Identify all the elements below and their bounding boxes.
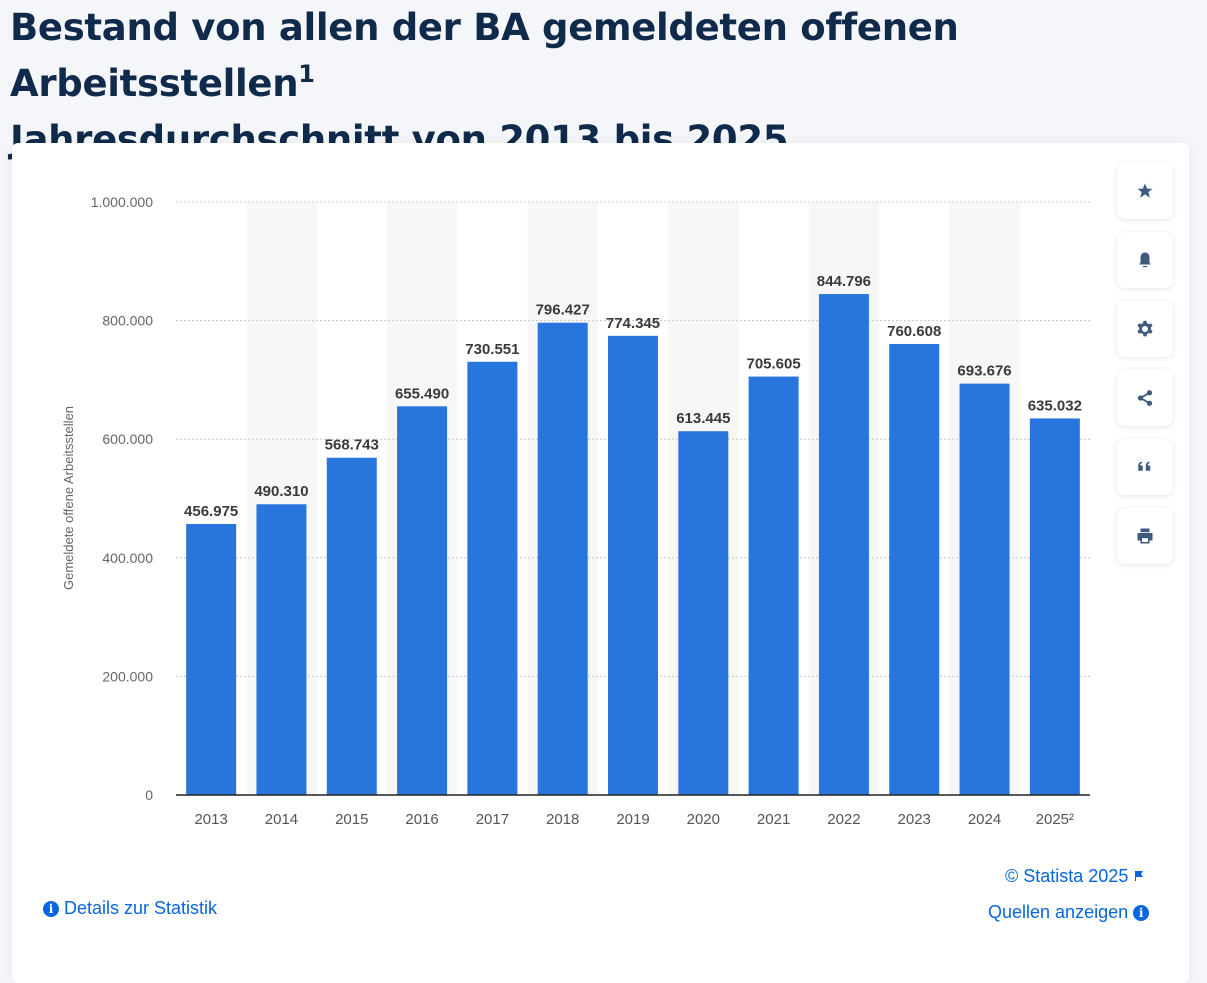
x-tick-label: 2025² <box>1036 811 1074 828</box>
bar <box>608 335 658 795</box>
x-tick-label: 2018 <box>546 811 579 828</box>
data-label: 655.490 <box>395 385 449 402</box>
show-sources-link[interactable]: Quellen anzeigen i <box>988 902 1150 923</box>
bar <box>1029 418 1080 795</box>
flag-icon <box>1135 871 1144 881</box>
x-tick-label: 2014 <box>265 811 298 828</box>
data-label: 490.310 <box>254 483 308 500</box>
x-tick-label: 2024 <box>968 811 1001 828</box>
cite-button[interactable] <box>1117 439 1173 495</box>
x-tick-label: 2017 <box>476 811 509 828</box>
x-tick-label: 2020 <box>687 811 720 828</box>
notification-button[interactable] <box>1117 232 1173 288</box>
data-label: 730.551 <box>465 341 519 358</box>
sources-text: Quellen anzeigen <box>988 902 1129 922</box>
x-tick-label: 2022 <box>827 811 860 828</box>
y-tick-label: 800.000 <box>102 313 153 329</box>
data-label: 456.975 <box>184 503 238 520</box>
bar <box>537 322 588 795</box>
bar <box>959 383 1010 795</box>
details-text: Details zur Statistik <box>64 898 218 918</box>
footnote-mark: 1 <box>298 60 315 88</box>
data-label: 635.032 <box>1028 397 1082 414</box>
y-tick-label: 0 <box>145 787 153 803</box>
settings-button[interactable] <box>1117 301 1173 357</box>
y-tick-label: 1.000.000 <box>91 194 153 210</box>
x-tick-label: 2019 <box>616 811 649 828</box>
info-icon: i <box>43 901 59 917</box>
print-icon <box>1137 528 1153 544</box>
data-label: 760.608 <box>887 323 941 340</box>
x-tick-label: 2015 <box>335 811 368 828</box>
data-label: 613.445 <box>676 410 730 427</box>
x-tick-label: 2023 <box>898 811 931 828</box>
bar <box>397 406 448 795</box>
info-icon: i <box>1133 905 1150 921</box>
bar <box>678 431 729 795</box>
copyright-link[interactable]: © Statista 2025 <box>1005 866 1145 887</box>
gear-icon <box>1137 320 1153 337</box>
share-button[interactable] <box>1117 370 1173 426</box>
x-tick-label: 2016 <box>405 811 438 828</box>
star-icon <box>1137 183 1153 198</box>
y-tick-label: 400.000 <box>102 550 153 566</box>
x-tick-label: 2021 <box>757 811 790 828</box>
bar <box>326 457 377 795</box>
print-button[interactable] <box>1117 508 1173 564</box>
copyright-text: © Statista 2025 <box>1005 866 1129 886</box>
favorite-button[interactable] <box>1117 163 1173 219</box>
data-label: 796.427 <box>536 302 590 319</box>
data-label: 693.676 <box>957 363 1011 380</box>
data-label: 844.796 <box>817 273 871 290</box>
bar <box>186 524 237 795</box>
bar <box>467 361 518 795</box>
data-label: 774.345 <box>606 315 660 332</box>
quote-icon <box>1138 461 1151 471</box>
y-tick-label: 600.000 <box>102 431 153 447</box>
x-tick-label: 2013 <box>194 811 227 828</box>
bar <box>748 376 799 795</box>
data-label: 705.605 <box>746 356 800 373</box>
title-line-1: Bestand von allen der BA gemeldeten offe… <box>10 6 959 105</box>
y-axis-label: Gemeldete offene Arbeitsstellen <box>61 406 76 590</box>
data-label: 568.743 <box>325 437 379 454</box>
bar <box>889 343 940 795</box>
share-icon <box>1137 390 1153 406</box>
statistic-details-link[interactable]: i Details zur Statistik <box>43 898 217 919</box>
bar <box>818 294 869 795</box>
y-tick-label: 200.000 <box>102 668 153 684</box>
bell-icon <box>1139 252 1151 268</box>
bar <box>256 504 307 795</box>
